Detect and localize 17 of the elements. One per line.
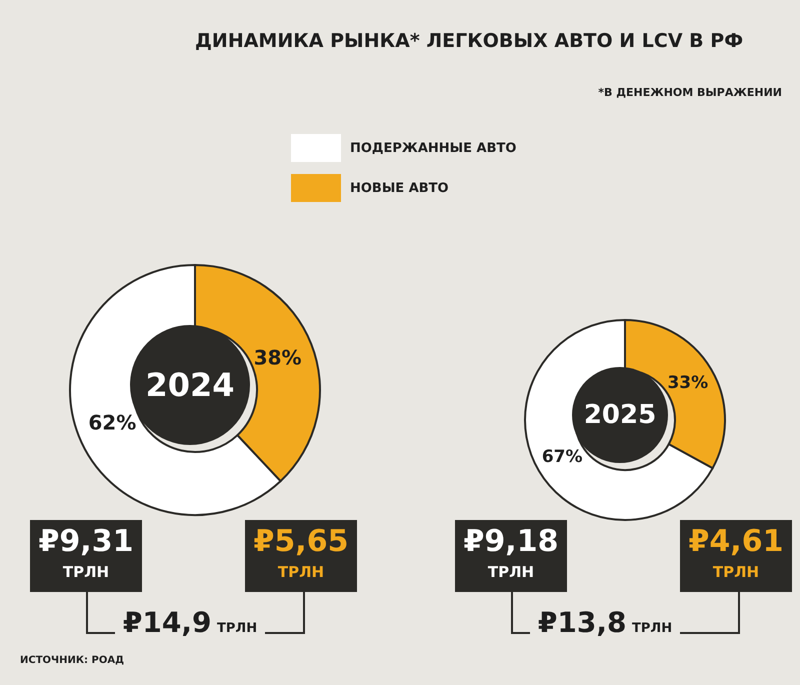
chart-title: ДИНАМИКА РЫНКА* ЛЕГКОВЫХ АВТО И LCV В РФ — [195, 30, 744, 52]
data-label: 62% — [88, 410, 136, 435]
legend-label: НОВЫЕ АВТО — [350, 180, 449, 196]
text: *В ДЕНЕЖНОМ ВЫРАЖЕНИИ — [598, 86, 782, 99]
text: ₽4,61 ТРЛН — [688, 523, 784, 582]
data-label: 38% — [254, 345, 302, 370]
text: ₽9,18 ТРЛН — [462, 523, 560, 582]
text: 2025 — [582, 399, 658, 432]
legend-label: ПОДЕРЖАННЫЕ АВТО — [350, 140, 516, 156]
text: ₽13,8 ТРЛН — [538, 606, 672, 639]
text: ₽14,9 ТРЛН — [122, 606, 258, 639]
data-label: 67% — [542, 447, 583, 468]
text: ₽5,65 ТРЛН — [252, 523, 350, 582]
text: 2024 — [144, 365, 236, 405]
text: ₽9,31 ТРЛН — [38, 523, 134, 582]
text: ИСТОЧНИК: РОАД — [20, 655, 124, 666]
data-label: 33% — [667, 372, 708, 393]
